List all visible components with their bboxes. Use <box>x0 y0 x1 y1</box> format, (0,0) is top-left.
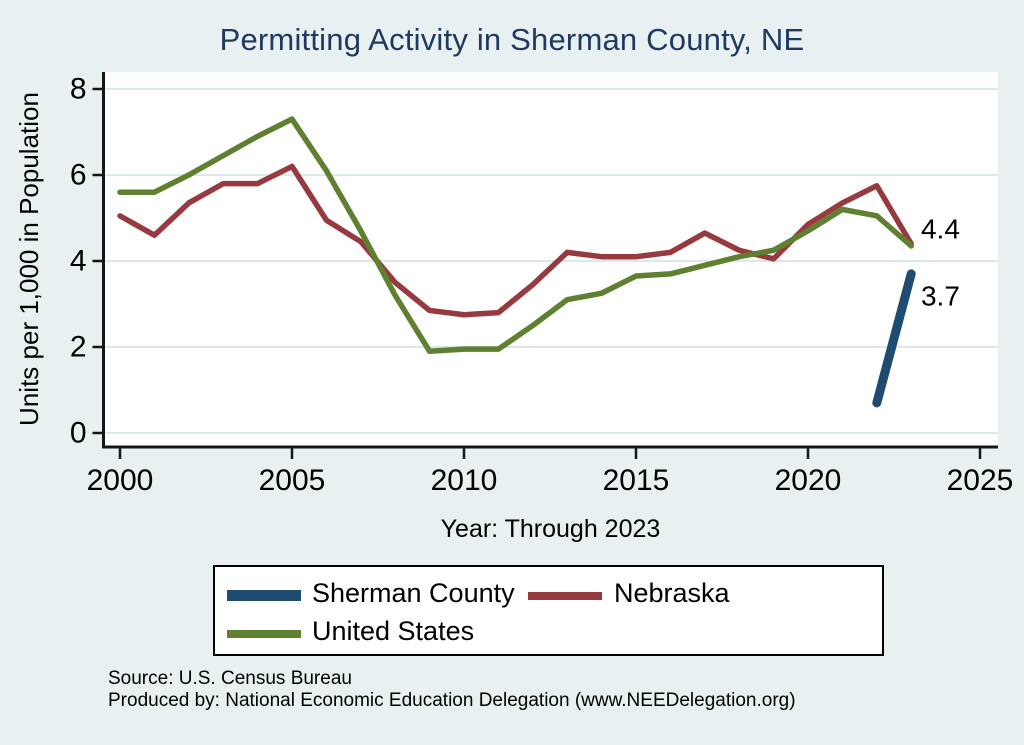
permitting-chart: 0 2 4 6 8 2000 2005 2010 2015 2020 2025 Units per 1… <box>14 72 1014 497</box>
footer-produced-by: Produced by: National Economic Education… <box>108 690 796 711</box>
x-tick-label: 2005 <box>259 464 326 497</box>
y-tick-label: 0 <box>70 417 87 450</box>
legend-swatch-united-states <box>227 630 301 638</box>
y-tick-label: 6 <box>70 159 87 192</box>
chart-title: Permitting Activity in Sherman County, N… <box>219 22 805 57</box>
plot-area <box>103 72 998 447</box>
annotation-3.7: 3.7 <box>921 280 960 311</box>
y-tick-label: 8 <box>70 73 87 106</box>
footer-source: Source: U.S. Census Bureau <box>108 668 352 689</box>
footer: Source: U.S. Census Bureau Produced by: … <box>108 668 796 712</box>
legend-label-nebraska: Nebraska <box>614 578 730 608</box>
y-axis-title: Units per 1,000 in Population <box>14 92 44 426</box>
x-tick-label: 2010 <box>431 464 498 497</box>
series-line-nebraska <box>117 163 914 318</box>
annotation-4.4: 4.4 <box>921 214 960 245</box>
legend: Sherman County Nebraska United States <box>213 565 884 656</box>
x-axis-title: Year: Through 2023 <box>440 515 661 543</box>
legend-swatch-nebraska <box>528 592 602 600</box>
legend-label-united-states: United States <box>312 616 475 646</box>
legend-swatch-sherman-county <box>227 590 301 601</box>
x-tick-label: 2015 <box>603 464 670 497</box>
x-tick-label: 2025 <box>947 464 1014 497</box>
series-line-united-states <box>117 116 914 355</box>
y-tick-label: 4 <box>70 245 87 278</box>
x-tick-label: 2000 <box>87 464 154 497</box>
x-tick-label: 2020 <box>775 464 842 497</box>
y-tick-label: 2 <box>70 331 87 364</box>
legend-label-sherman-county: Sherman County <box>312 578 515 608</box>
series-line-sherman-county <box>872 269 916 408</box>
